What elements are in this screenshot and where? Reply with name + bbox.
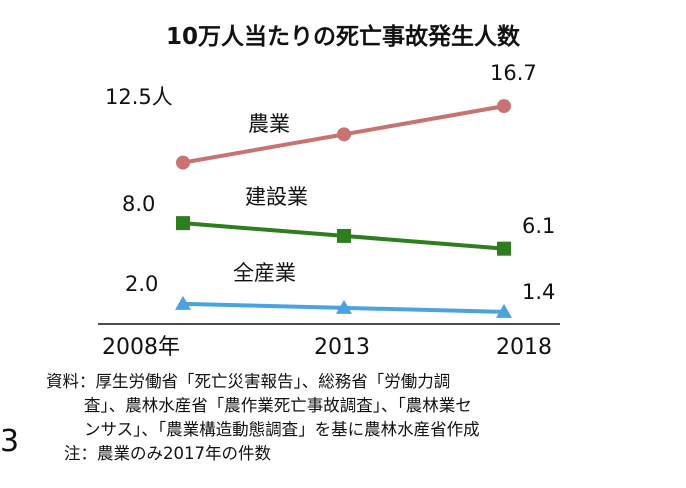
x-tick-2018: 2018 bbox=[496, 335, 552, 360]
series-label-all: 全産業 bbox=[233, 261, 296, 285]
chart-title: 10万人当たりの死亡事故発生人数 bbox=[166, 23, 521, 50]
source-line-2: 査」、農林水産省「農作業死亡事故調査」、「農林業セ bbox=[84, 396, 472, 415]
data-label-agri-start: 12.5人 bbox=[105, 85, 173, 109]
data-label-cons-end: 6.1 bbox=[522, 214, 555, 238]
series-label-agri: 農業 bbox=[248, 112, 290, 136]
x-tick-2013: 2013 bbox=[314, 335, 370, 360]
source-line-3: ンサス」、「農業構造動態調査」を基に農林水産省作成 bbox=[84, 420, 480, 439]
page-number-fragment: 3 bbox=[0, 424, 20, 459]
series-layer bbox=[175, 99, 512, 318]
source-notes: 資料：厚生労働省「死亡災害報告」、総務省「労働力調 査」、農林水産省「農作業死亡… bbox=[46, 370, 666, 466]
data-point-2-1 bbox=[336, 299, 352, 314]
source-line-1: 資料：厚生労働省「死亡災害報告」、総務省「労働力調 bbox=[46, 372, 451, 391]
data-label-all-end: 1.4 bbox=[522, 280, 555, 304]
data-label-agri-end: 16.7 bbox=[490, 61, 537, 85]
line-chart: 10万人当たりの死亡事故発生人数 農業 建設業 全産業 12.5人 16.7 8… bbox=[98, 23, 560, 360]
data-point-2-2 bbox=[496, 303, 512, 318]
data-point-1-0 bbox=[176, 216, 190, 231]
data-point-1-2 bbox=[497, 241, 511, 256]
x-tick-2008: 2008年 bbox=[102, 335, 180, 360]
data-label-cons-start: 8.0 bbox=[122, 192, 155, 216]
data-point-0-0 bbox=[176, 155, 190, 170]
data-point-0-1 bbox=[337, 127, 351, 142]
data-label-all-start: 2.0 bbox=[125, 272, 158, 296]
note-line: 注：農業のみ2017年の件数 bbox=[64, 444, 271, 463]
data-point-0-2 bbox=[497, 99, 511, 114]
data-point-1-1 bbox=[337, 228, 351, 243]
data-point-2-0 bbox=[175, 295, 191, 310]
series-label-cons: 建設業 bbox=[245, 185, 308, 209]
